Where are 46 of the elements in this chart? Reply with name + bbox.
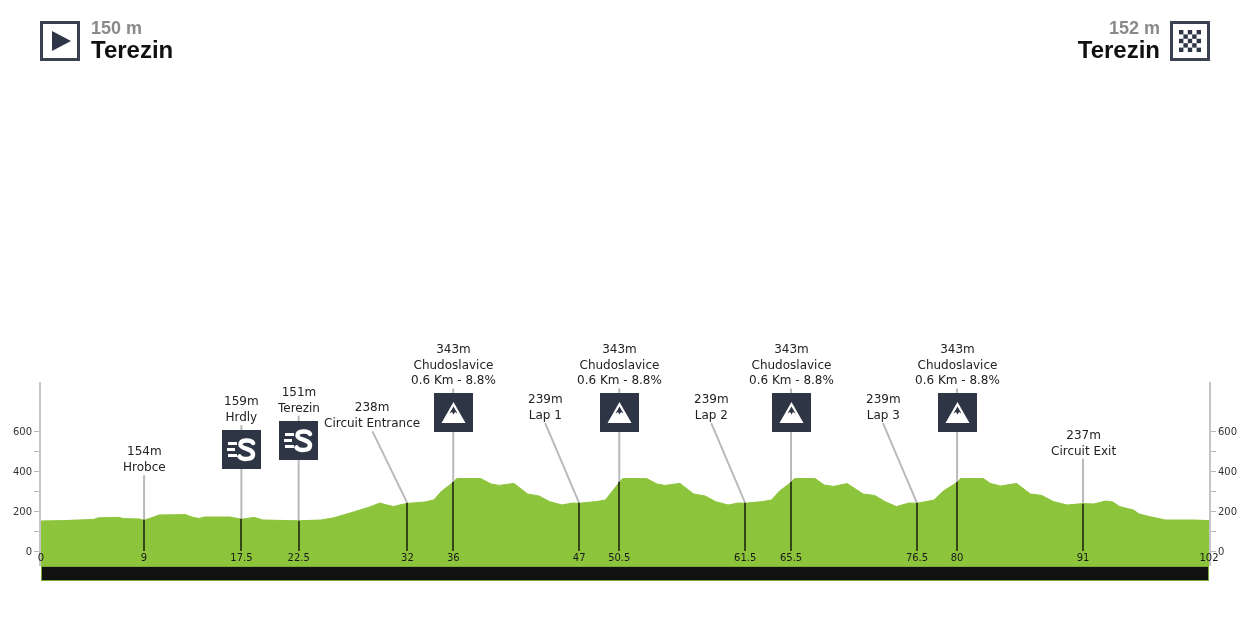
x-tick-label: 80 [950, 552, 964, 563]
text: Terezin [1077, 36, 1160, 63]
text: 152 m [1108, 18, 1160, 38]
annotation: 237m Circuit Exit [1051, 428, 1117, 458]
annotation: 151m Terezin [277, 385, 320, 415]
text: Terezin [91, 36, 174, 63]
annotation: 159m Hrdly [224, 394, 259, 424]
x-tick-label: 50.5 [608, 552, 631, 563]
x-tick-label: 65.5 [779, 552, 803, 563]
x-tick-label: 22.5 [287, 552, 310, 563]
y-tick-label: 400 [12, 465, 32, 477]
bar [618, 482, 621, 551]
annotation: 239m Lap 3 [866, 392, 901, 422]
x-tick-label: 76.5 [905, 552, 929, 563]
annotation: 154m Hrobce [123, 444, 166, 474]
bar [452, 482, 455, 551]
bar [744, 503, 747, 551]
y2-tick-label: 400 [1218, 465, 1238, 477]
bar [578, 503, 581, 551]
annotation: 343m Chudoslavice 0.6 Km - 8.8% [749, 342, 834, 388]
annotation: 343m Chudoslavice 0.6 Km - 8.8% [577, 342, 662, 388]
annotation: 343m Chudoslavice 0.6 Km - 8.8% [411, 342, 496, 388]
y2-tick-label: 200 [1218, 505, 1238, 517]
x-tick-label: 61.5 [734, 552, 757, 563]
bar [240, 519, 243, 551]
x-tick-label: 36 [446, 552, 460, 563]
bar [1082, 503, 1085, 551]
bar [790, 482, 793, 551]
text: 150 m [91, 18, 143, 38]
annotation: 239m Lap 1 [528, 392, 563, 422]
bar [143, 520, 146, 551]
bar [956, 482, 959, 551]
annotation: 238m Circuit Entrance [324, 400, 421, 430]
bar [916, 503, 918, 551]
annotation: 343m Chudoslavice 0.6 Km - 8.8% [915, 342, 1000, 388]
bar [297, 520, 300, 551]
x-tick-label: 47 [572, 552, 586, 563]
x-tick-label: 17.5 [230, 552, 253, 563]
x-tick-label: 91 [1076, 552, 1090, 563]
y-tick-label: 200 [12, 505, 32, 517]
annotation: 239m Lap 2 [694, 392, 729, 422]
bar [406, 503, 409, 551]
x-tick-label: 32 [401, 552, 414, 563]
x-tick-label: 9 [140, 552, 148, 563]
y-tick-label: 600 [12, 425, 32, 437]
y2-tick-label: 600 [1218, 425, 1238, 437]
